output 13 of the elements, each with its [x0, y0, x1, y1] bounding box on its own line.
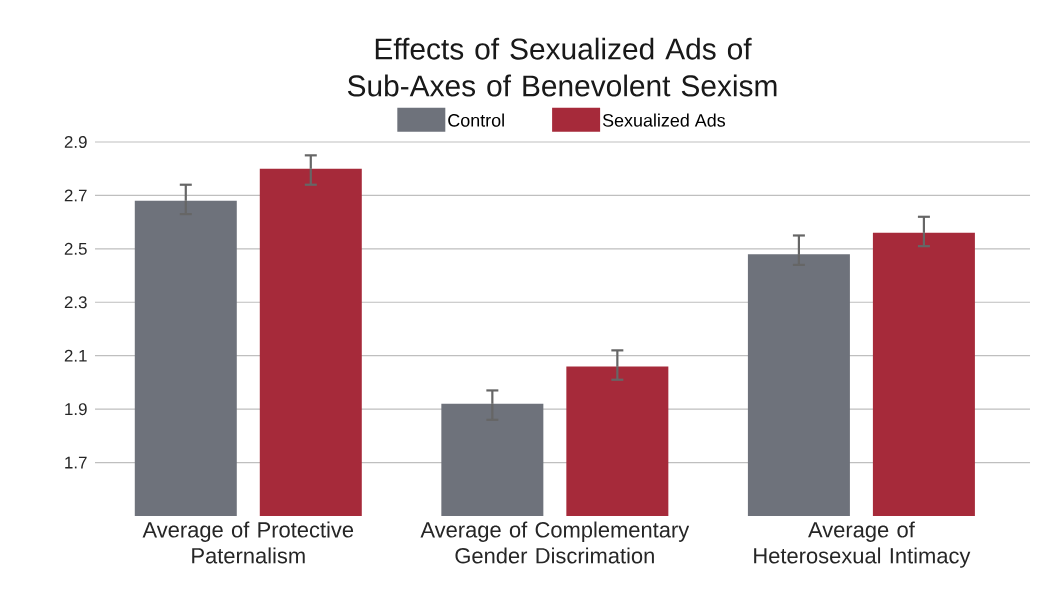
x-tick-label: Average of Heterosexual Intimacy [754, 521, 971, 568]
y-tick-label: 2.7 [64, 189, 87, 202]
x-tick-label: Average of Protective Paternalism [142, 521, 354, 564]
y-tick-label: 2.1 [64, 349, 87, 362]
legend-label: Control [448, 113, 504, 127]
chart-title: Effects of Sexualized Ads of Sub-Axes of Benevolent Sexism [347, 37, 777, 97]
y-tick-label: 2.5 [64, 242, 87, 255]
y-tick-label: 1.9 [65, 403, 87, 416]
y-tick-label: 2.3 [64, 296, 87, 309]
legend-label: Sexualized Ads [602, 113, 726, 127]
y-tick-label: 1.7 [65, 456, 87, 469]
x-tick-label: Average of Complementary Gender Discrimation [420, 521, 690, 564]
y-tick-label: 2.9 [64, 135, 87, 148]
